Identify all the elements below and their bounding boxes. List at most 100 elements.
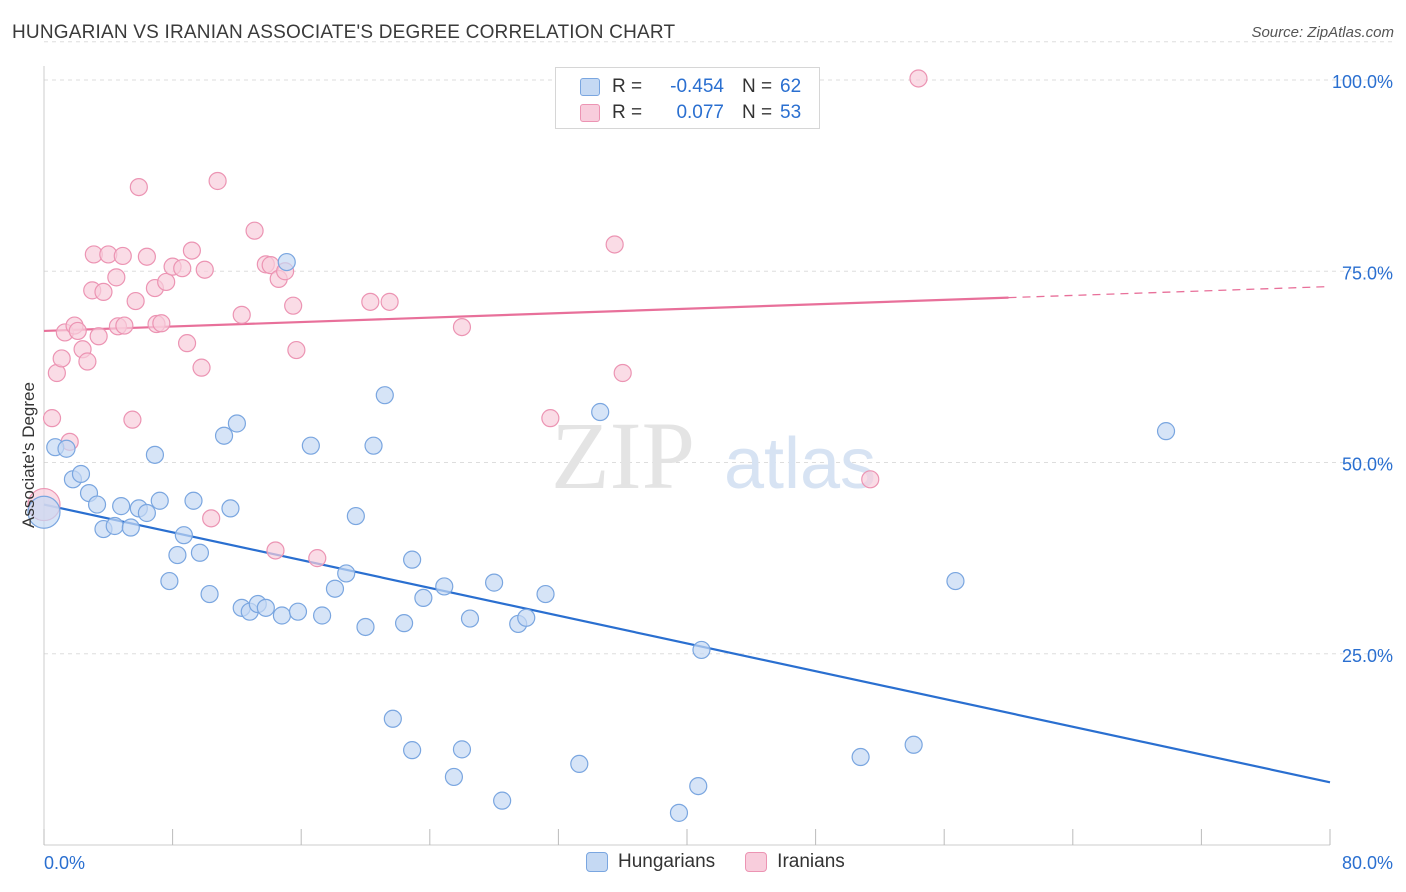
- point-hungarians: [394, 614, 414, 633]
- point-hungarians: [403, 741, 422, 760]
- point-hungarians: [460, 609, 480, 628]
- trend-line-hungarians: [43, 503, 1331, 784]
- point-hungarians: [414, 588, 433, 608]
- point-hungarians: [692, 640, 711, 660]
- point-iranians: [613, 363, 632, 383]
- point-hungarians: [669, 803, 689, 822]
- point-hungarians: [27, 495, 61, 529]
- point-iranians: [78, 352, 97, 371]
- legend-r-label: R =: [612, 76, 643, 97]
- point-iranians: [541, 409, 560, 428]
- point-hungarians: [517, 608, 536, 627]
- y-axis-label: Associate's Degree: [19, 382, 38, 528]
- chart-title: HUNGARIAN VS IRANIAN ASSOCIATE'S DEGREE …: [12, 22, 676, 43]
- point-hungarians: [375, 386, 394, 405]
- point-hungarians: [221, 499, 240, 518]
- point-iranians: [909, 69, 928, 88]
- point-iranians: [115, 316, 134, 335]
- legend-r-value: -0.454: [670, 76, 724, 97]
- point-iranians: [245, 221, 264, 240]
- series-legend: Hungarians Iranians: [586, 851, 875, 873]
- point-hungarians: [288, 602, 308, 621]
- point-iranians: [605, 235, 624, 254]
- legend-row-hungarians: R = -0.454 N = 62: [580, 76, 801, 98]
- trend-line-iranians-extension: [1008, 285, 1331, 299]
- point-hungarians: [145, 445, 165, 464]
- stats-legend: R = -0.454 N = 62 R = 0.077 N = 53: [555, 67, 820, 129]
- point-hungarians: [485, 573, 504, 592]
- x-tick-label-min: 0.0%: [44, 853, 85, 873]
- point-hungarians: [435, 577, 454, 596]
- point-hungarians: [493, 791, 512, 810]
- point-hungarians: [346, 506, 365, 526]
- point-iranians: [42, 409, 62, 428]
- point-hungarians: [383, 709, 402, 728]
- legend-swatch-hungarians: [586, 852, 608, 872]
- trend-line-iranians: [43, 296, 1009, 333]
- y-tick-label: 25.0%: [1342, 646, 1393, 666]
- point-hungarians: [200, 584, 219, 604]
- point-iranians: [89, 327, 108, 346]
- watermark: ZIP atlas: [551, 402, 876, 509]
- point-iranians: [266, 541, 285, 560]
- legend-swatch-iranians: [745, 852, 768, 872]
- point-hungarians: [174, 526, 193, 545]
- y-tick-label: 50.0%: [1342, 455, 1393, 475]
- point-iranians: [137, 247, 156, 266]
- point-iranians: [452, 317, 472, 337]
- y-tick-label: 75.0%: [1342, 263, 1393, 283]
- point-hungarians: [214, 426, 234, 445]
- point-iranians: [284, 296, 303, 315]
- trend-lines: [43, 285, 1331, 784]
- point-hungarians: [112, 497, 131, 516]
- grid-lines: [44, 41, 1392, 655]
- point-iranians: [232, 305, 251, 324]
- series-hungarians: [27, 252, 1176, 822]
- legend-label-iranians: Iranians: [777, 851, 845, 872]
- legend-r-label: R =: [612, 102, 643, 123]
- point-hungarians: [591, 402, 610, 422]
- point-iranians: [361, 292, 380, 311]
- tick-labels: 25.0% 50.0% 75.0% 100.0% 0.0% 80.0%: [44, 72, 1393, 873]
- point-iranians: [192, 358, 211, 377]
- point-hungarians: [121, 518, 140, 537]
- point-iranians: [157, 272, 176, 292]
- legend-swatch-hungarians: [580, 78, 600, 96]
- point-iranians: [94, 282, 113, 302]
- point-hungarians: [301, 436, 320, 455]
- point-hungarians: [1156, 422, 1176, 441]
- point-hungarians: [272, 606, 292, 625]
- point-iranians: [107, 268, 126, 287]
- point-hungarians: [570, 754, 589, 774]
- point-hungarians: [57, 439, 76, 458]
- point-iranians: [287, 340, 306, 360]
- point-iranians: [861, 470, 880, 489]
- legend-item-hungarians[interactable]: Hungarians: [586, 851, 715, 873]
- point-hungarians: [256, 598, 275, 617]
- point-hungarians: [689, 776, 708, 796]
- point-iranians: [129, 178, 148, 197]
- point-iranians: [202, 509, 221, 528]
- point-hungarians: [851, 747, 870, 767]
- legend-item-iranians[interactable]: Iranians: [745, 851, 845, 873]
- point-hungarians: [227, 414, 246, 433]
- point-hungarians: [356, 617, 375, 637]
- point-hungarians: [337, 564, 356, 583]
- point-hungarians: [364, 436, 383, 455]
- point-iranians: [195, 260, 214, 279]
- point-hungarians: [105, 516, 124, 536]
- point-hungarians: [904, 735, 923, 754]
- point-hungarians: [87, 495, 107, 514]
- watermark-atlas: atlas: [724, 424, 876, 504]
- point-hungarians: [444, 767, 464, 787]
- point-hungarians: [277, 252, 296, 272]
- point-hungarians: [190, 543, 210, 562]
- point-hungarians: [403, 550, 422, 569]
- point-iranians: [113, 246, 132, 266]
- point-iranians: [152, 314, 171, 333]
- legend-label-hungarians: Hungarians: [618, 851, 716, 872]
- point-hungarians: [536, 584, 555, 604]
- point-hungarians: [946, 571, 965, 591]
- point-iranians: [173, 259, 192, 278]
